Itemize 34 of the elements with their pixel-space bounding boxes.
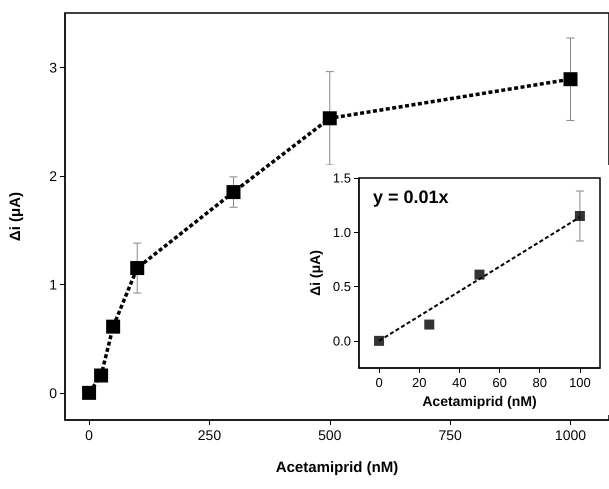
y-tick-label: 2: [49, 168, 58, 184]
x-tick-label: 0: [375, 375, 383, 390]
point: [474, 270, 484, 280]
y-tick-label: 0.0: [332, 333, 351, 348]
y-axis-title: Δi (μA): [307, 250, 323, 296]
point: [82, 386, 96, 400]
y-tick-label: 1.5: [332, 170, 351, 186]
y-tick-label: 1: [49, 276, 58, 292]
y-tick-label: 3: [49, 59, 58, 76]
x-tick-label: 60: [492, 375, 507, 390]
point: [374, 336, 384, 346]
x-tick-label: 500: [318, 427, 342, 443]
x-tick-label: 0: [85, 427, 94, 443]
point: [130, 261, 144, 276]
point: [563, 72, 578, 86]
x-tick-label: 40: [452, 375, 467, 390]
x-tick-label: 20: [412, 375, 426, 390]
point: [574, 211, 585, 221]
x-tick-label: 100: [569, 375, 591, 390]
y-tick-label: 0.5: [332, 279, 351, 294]
x-axis-title: Acetamiprid (nM): [276, 459, 398, 476]
point: [322, 111, 337, 126]
x-tick-label: 250: [198, 427, 222, 443]
y-tick-label: 1.0: [332, 224, 351, 240]
x-axis-title: Acetamiprid (nM): [422, 392, 537, 409]
point: [226, 185, 240, 200]
x-tick-label: 750: [438, 427, 462, 443]
x-tick-label: 80: [532, 375, 547, 390]
point: [106, 320, 120, 334]
y-axis-title: Δi (μA): [7, 192, 24, 242]
point: [424, 320, 434, 330]
point: [94, 368, 108, 382]
x-tick-label: 1000: [554, 427, 586, 443]
annotation: y = 0.01x: [372, 187, 449, 207]
